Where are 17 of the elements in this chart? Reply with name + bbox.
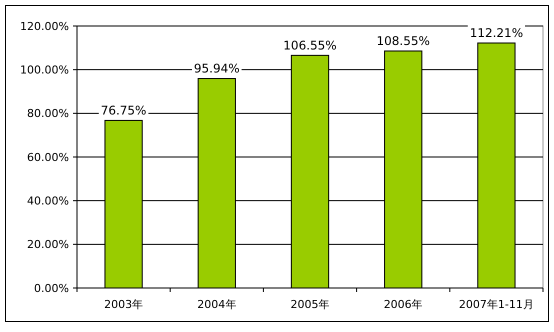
y-tick-label: 100.00%: [20, 64, 69, 77]
y-tick-label: 40.00%: [27, 194, 69, 208]
x-tick-label: 2005年: [290, 298, 330, 311]
x-tick-label: 2007年1-11月: [458, 298, 534, 311]
x-tick-label: 2004年: [197, 298, 236, 311]
y-tick-label: 60.00%: [27, 150, 69, 164]
y-tick-label: 120.00%: [20, 20, 69, 33]
y-tick-label: 80.00%: [27, 107, 69, 120]
y-tick-label: 0.00%: [34, 282, 69, 295]
y-tick-label: 20.00%: [27, 238, 69, 252]
data-label: 106.55%: [283, 38, 337, 52]
data-label: 112.21%: [470, 26, 524, 40]
x-tick-label: 2003年: [104, 298, 144, 311]
x-tick-label: 2006年: [384, 298, 423, 311]
data-label: 95.94%: [194, 62, 240, 76]
data-label: 108.55%: [376, 34, 430, 48]
data-label: 76.75%: [100, 103, 146, 118]
